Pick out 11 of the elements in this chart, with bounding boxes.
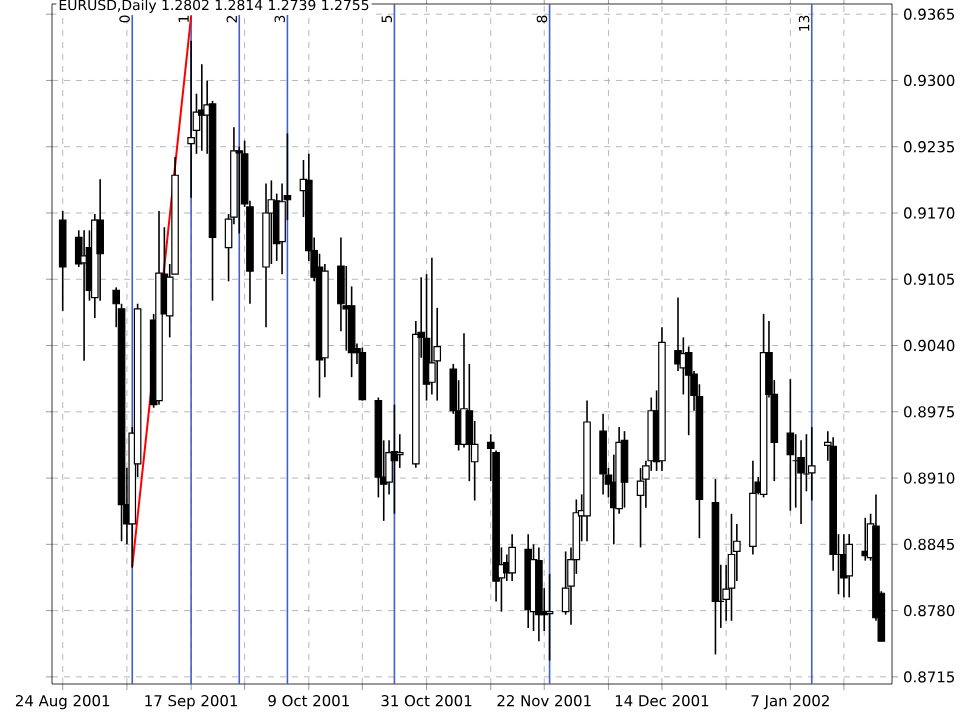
candlestick xyxy=(508,533,516,582)
candlestick xyxy=(187,39,195,199)
candlestick xyxy=(58,210,67,312)
candlestick xyxy=(845,533,854,599)
candlestick xyxy=(428,257,436,396)
candlestick xyxy=(358,346,367,402)
candlestick xyxy=(636,467,645,549)
candlestick xyxy=(599,413,607,496)
candlestick xyxy=(620,430,629,509)
candlestick xyxy=(395,433,404,469)
candlestick xyxy=(727,512,736,622)
